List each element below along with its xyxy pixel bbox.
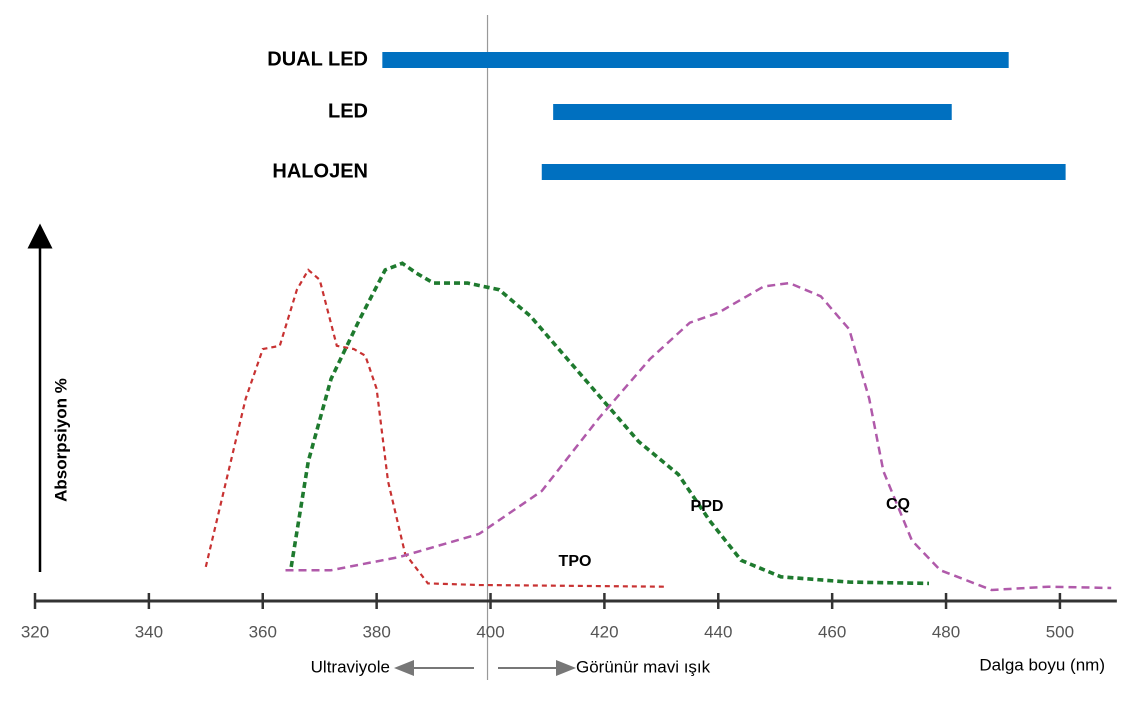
y-axis-label: Absorpsiyon % bbox=[51, 378, 70, 502]
x-tick-label: 360 bbox=[249, 622, 277, 641]
x-tick-label: 440 bbox=[704, 622, 732, 641]
x-tick-label: 480 bbox=[932, 622, 960, 641]
band-bar bbox=[541, 164, 1066, 180]
x-tick-label: 500 bbox=[1046, 622, 1074, 641]
x-axis-label: Dalga boyu (nm) bbox=[979, 655, 1105, 674]
band-bar bbox=[382, 52, 1009, 68]
series-label: TPO bbox=[559, 553, 592, 570]
series-line bbox=[289, 261, 930, 586]
band-bar bbox=[553, 104, 952, 120]
x-tick-label: 460 bbox=[818, 622, 846, 641]
band-label: DUAL LED bbox=[267, 48, 368, 70]
band-label: LED bbox=[328, 100, 368, 122]
x-tick-label: 320 bbox=[21, 622, 49, 641]
x-tick-label: 340 bbox=[135, 622, 163, 641]
series-line bbox=[285, 281, 1112, 592]
series-label: PPD bbox=[691, 498, 724, 515]
visible-annotation: Görünür mavi ışık bbox=[576, 657, 711, 676]
series-label: CQ bbox=[886, 496, 910, 513]
x-tick-label: 420 bbox=[590, 622, 618, 641]
band-label: HALOJEN bbox=[272, 160, 368, 182]
x-tick-label: 400 bbox=[476, 622, 504, 641]
series-line bbox=[204, 268, 668, 588]
uv-annotation: Ultraviyole bbox=[311, 657, 390, 676]
x-tick-label: 380 bbox=[362, 622, 390, 641]
